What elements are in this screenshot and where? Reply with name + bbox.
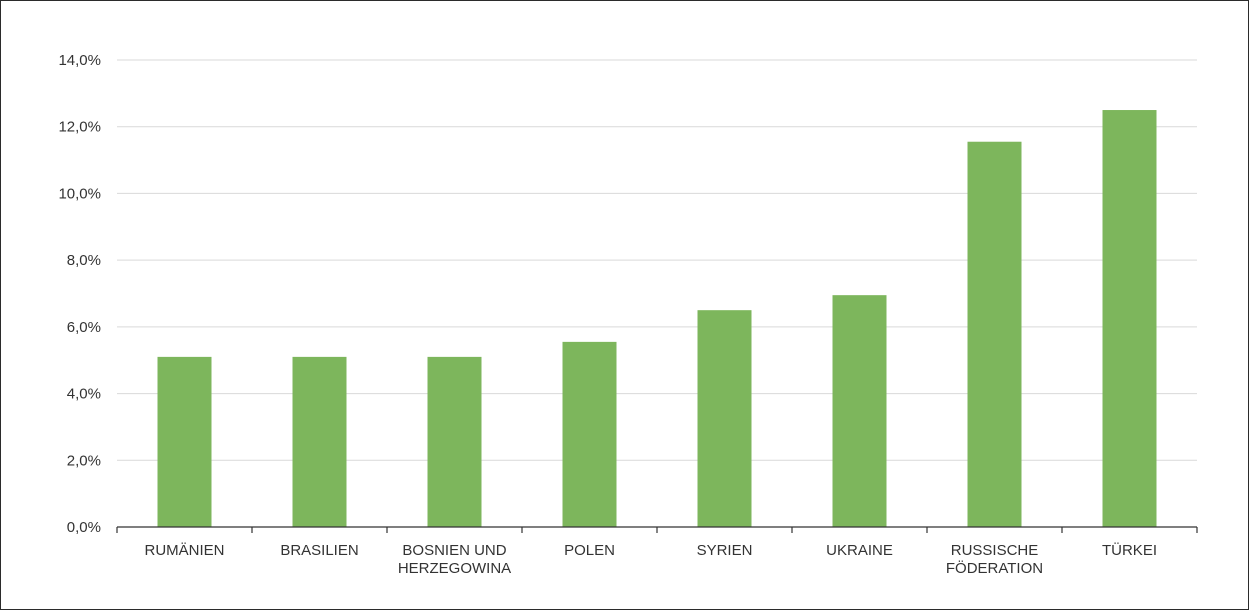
y-tick-label: 10,0%: [58, 185, 101, 202]
bar: [157, 356, 212, 527]
y-tick-label: 4,0%: [67, 386, 101, 403]
x-tick-label: BRASILIEN: [280, 542, 358, 559]
x-tick-label: SYRIEN: [697, 542, 753, 559]
y-tick-label: 0,0%: [67, 519, 101, 536]
bar: [832, 295, 887, 527]
x-tick-label: BOSNIEN UND HERZEGOWINA: [398, 542, 511, 577]
x-tick-label: TÜRKEI: [1102, 541, 1157, 559]
bar: [1102, 110, 1157, 528]
x-tick-label: RUMÄNIEN: [144, 542, 224, 559]
bar: [967, 141, 1022, 527]
x-axis: [116, 526, 1198, 533]
y-tick-label: 2,0%: [67, 452, 101, 469]
x-tick-label: RUSSISCHE FÖDERATION: [946, 542, 1043, 577]
y-tick-label: 6,0%: [67, 319, 101, 336]
y-tick-label: 12,0%: [58, 119, 101, 136]
bar: [292, 356, 347, 527]
bar: [562, 341, 617, 527]
x-tick-label: UKRAINE: [826, 542, 893, 559]
x-tick-label: POLEN: [564, 542, 615, 559]
y-tick-label: 8,0%: [67, 252, 101, 269]
x-axis-labels: RUMÄNIEN BRASILIEN BOSNIEN UND HERZEGOWINA P…: [144, 541, 1157, 577]
bar: [697, 310, 752, 527]
bar: [427, 356, 482, 527]
gridlines: [117, 59, 1197, 461]
bars: [157, 110, 1157, 528]
y-tick-label: 14,0%: [58, 52, 101, 69]
y-axis-ticks: 0,0% 2,0% 4,0% 6,0% 8,0% 10,0% 12,0% 14,0%: [58, 52, 101, 536]
